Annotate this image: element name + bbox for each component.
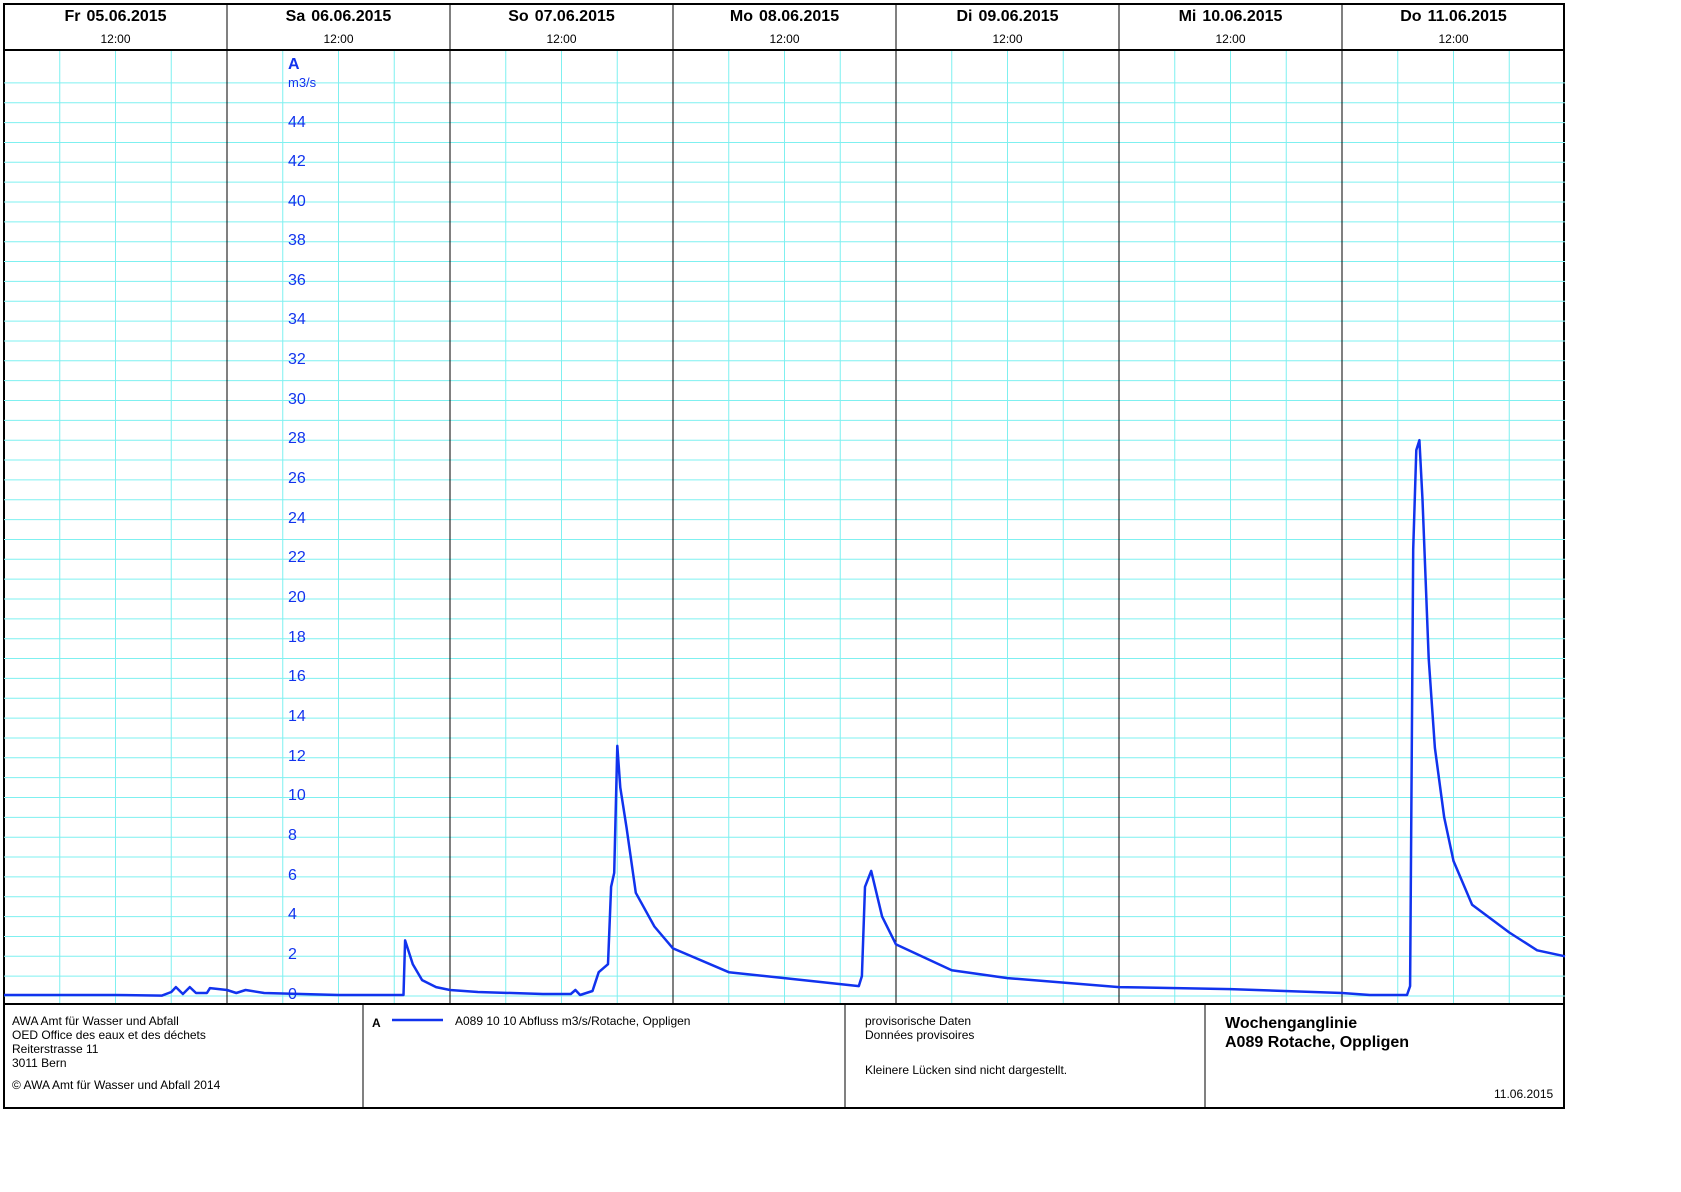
legend-code: A <box>372 1016 381 1030</box>
y-tick-label: 20 <box>288 589 306 606</box>
y-tick-label: 16 <box>288 668 306 685</box>
y-tick-label: 8 <box>288 827 297 844</box>
day-name: Do <box>1400 8 1422 25</box>
day-header-3: Mo 08.06.2015 <box>673 8 896 26</box>
org-name-fr: OED Office des eaux et des déchets <box>12 1028 206 1042</box>
y-tick-label: 4 <box>288 906 297 923</box>
day-header-2: So 07.06.2015 <box>450 8 673 26</box>
day-name: Sa <box>285 8 306 25</box>
day-header-6: Do 11.06.2015 <box>1342 8 1565 26</box>
day-noon-label: 12:00 <box>1215 32 1246 46</box>
day-name: Mo <box>729 8 754 25</box>
y-tick-label: 42 <box>288 153 306 170</box>
org-name: AWA Amt für Wasser und Abfall <box>12 1014 179 1028</box>
y-tick-label: 38 <box>288 232 306 249</box>
day-date: 09.06.2015 <box>978 8 1059 25</box>
y-tick-label: 2 <box>288 946 297 963</box>
day-noon-label: 12:00 <box>323 32 354 46</box>
chart-title: Wochenganglinie <box>1225 1015 1358 1032</box>
day-date: 08.06.2015 <box>759 8 840 25</box>
y-axis-unit: m3/s <box>288 75 317 90</box>
day-date: 06.06.2015 <box>311 8 392 25</box>
y-tick-label: 10 <box>288 787 306 804</box>
y-tick-label: 26 <box>288 470 306 487</box>
station-title: A089 Rotache, Oppligen <box>1225 1034 1410 1051</box>
footer-organisation: AWA Amt für Wasser und Abfall OED Office… <box>12 1004 362 1108</box>
day-date: 10.06.2015 <box>1202 8 1283 25</box>
y-tick-label: 22 <box>288 549 306 566</box>
footer-legend: A A089 10 10 Abfluss m3/s/Rotache, Oppli… <box>372 1004 842 1108</box>
y-tick-label: 28 <box>288 430 306 447</box>
y-axis-label: A <box>288 56 300 73</box>
day-noon-label: 12:00 <box>100 32 131 46</box>
copyright: © AWA Amt für Wasser und Abfall 2014 <box>12 1078 221 1092</box>
print-date: 11.06.2015 <box>1494 1087 1554 1101</box>
day-date: 05.06.2015 <box>86 8 167 25</box>
org-street: Reiterstrasse 11 <box>12 1042 99 1056</box>
y-tick-label: 18 <box>288 629 306 646</box>
y-tick-label: 30 <box>288 391 306 408</box>
grid-layer <box>4 3 1565 1003</box>
day-header-1: Sa 06.06.2015 <box>227 8 450 26</box>
chart-frame <box>3 3 1565 1109</box>
day-date: 07.06.2015 <box>534 8 615 25</box>
legend-series-name: A089 10 10 Abfluss m3/s/Rotache, Opplige… <box>455 1014 691 1028</box>
y-tick-label: 36 <box>288 272 306 289</box>
day-name: Di <box>956 8 973 25</box>
day-name: So <box>508 8 529 25</box>
day-date: 11.06.2015 <box>1427 8 1507 25</box>
day-noon-label: 12:00 <box>546 32 577 46</box>
y-tick-label: 0 <box>288 986 297 1003</box>
footer-notes: provisorische Daten Données provisoires … <box>865 1004 1200 1108</box>
org-city: 3011 Bern <box>12 1056 67 1070</box>
note-gaps: Kleinere Lücken sind nicht dargestellt. <box>865 1063 1068 1077</box>
day-noon-label: 12:00 <box>992 32 1023 46</box>
day-noon-label: 12:00 <box>769 32 800 46</box>
hydrograph-chart <box>3 3 1566 1108</box>
y-tick-label: 32 <box>288 351 306 368</box>
day-header-0: Fr 05.06.2015 <box>4 8 227 26</box>
day-name: Fr <box>64 8 81 25</box>
day-header-5: Mi 10.06.2015 <box>1119 8 1342 26</box>
footer-title: Wochenganglinie A089 Rotache, Oppligen <box>1225 1004 1563 1108</box>
y-tick-label: 40 <box>288 193 306 210</box>
y-tick-label: 12 <box>288 748 306 765</box>
y-tick-label: 34 <box>288 311 306 328</box>
note-provisional-de: provisorische Daten <box>865 1014 972 1028</box>
series-line-0 <box>4 438 1566 997</box>
day-noon-label: 12:00 <box>1438 32 1469 46</box>
day-name: Mi <box>1178 8 1197 25</box>
day-header-4: Di 09.06.2015 <box>896 8 1119 26</box>
series-layer <box>4 438 1566 997</box>
y-tick-label: 6 <box>288 867 297 884</box>
note-provisional-fr: Données provisoires <box>865 1028 975 1042</box>
y-tick-label: 44 <box>288 114 306 131</box>
y-tick-label: 24 <box>288 510 306 527</box>
y-tick-label: 14 <box>288 708 306 725</box>
